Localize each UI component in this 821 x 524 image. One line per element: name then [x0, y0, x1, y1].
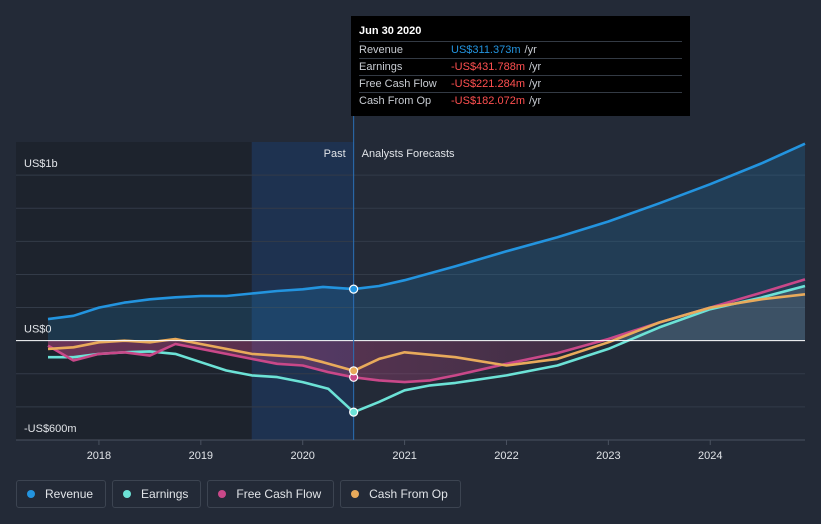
- tooltip: Jun 30 2020 Revenue US$311.373m /yr Earn…: [351, 16, 690, 116]
- x-tick-label: 2022: [494, 450, 518, 462]
- tooltip-unit: /yr: [524, 44, 537, 56]
- tooltip-value: -US$221.284m: [451, 78, 525, 90]
- tooltip-label: Cash From Op: [359, 95, 432, 107]
- x-tick-label: 2019: [189, 450, 213, 462]
- tooltip-label: Free Cash Flow: [359, 78, 437, 90]
- legend-item-free-cash-flow[interactable]: Free Cash Flow: [207, 480, 335, 508]
- y-tick-label: -US$600m: [24, 423, 77, 435]
- forecast-label: Analysts Forecasts: [362, 148, 455, 160]
- legend-dot: [351, 490, 360, 498]
- legend-label: Revenue: [45, 487, 94, 501]
- series-line-free-cash-flow: [47, 278, 806, 384]
- tooltip-date: Jun 30 2020: [359, 25, 422, 37]
- legend-dot: [218, 490, 227, 498]
- legend-label: Earnings: [141, 487, 189, 501]
- tooltip-unit: /yr: [529, 78, 542, 90]
- legend-label: Cash From Op: [369, 487, 448, 501]
- hover-marker-revenue: [349, 284, 359, 294]
- series-line-cash-from-op: [47, 293, 806, 373]
- past-shaded-region: [16, 142, 252, 440]
- hover-marker-cash-from-op: [349, 366, 359, 376]
- x-tick-label: 2024: [698, 450, 722, 462]
- x-tick-label: 2021: [392, 450, 416, 462]
- tooltip-row-revenue: Revenue US$311.373m /yr: [359, 41, 682, 58]
- tooltip-label: Earnings: [359, 61, 403, 73]
- revenue-area: [48, 143, 805, 341]
- tooltip-unit: /yr: [529, 95, 542, 107]
- tooltip-value: US$311.373m: [451, 44, 521, 56]
- hover-marker-earnings: [349, 407, 359, 417]
- x-tick-label: 2020: [290, 450, 314, 462]
- legend-dot: [123, 490, 132, 498]
- legend-label: Free Cash Flow: [236, 487, 322, 501]
- series-line-revenue: [47, 142, 806, 321]
- x-tick-label: 2023: [596, 450, 620, 462]
- legend-item-cash-from-op[interactable]: Cash From Op: [340, 480, 461, 508]
- tooltip-row-cash-from-op: Cash From Op -US$182.072m /yr: [359, 92, 682, 109]
- y-tick-label: US$0: [24, 324, 52, 336]
- tooltip-value: -US$431.788m: [451, 61, 525, 73]
- earnings-positive-area: [48, 286, 805, 341]
- legend: Revenue Earnings Free Cash Flow Cash Fro…: [16, 480, 461, 508]
- tooltip-row-free-cash-flow: Free Cash Flow -US$221.284m /yr: [359, 75, 682, 92]
- x-tick-label: 2018: [87, 450, 111, 462]
- legend-item-earnings[interactable]: Earnings: [112, 480, 202, 508]
- tooltip-value: -US$182.072m: [451, 95, 525, 107]
- tooltip-unit: /yr: [529, 61, 542, 73]
- legend-item-revenue[interactable]: Revenue: [16, 480, 107, 508]
- y-tick-label: US$1b: [24, 158, 58, 170]
- tooltip-row-earnings: Earnings -US$431.788m /yr: [359, 58, 682, 75]
- legend-dot: [27, 490, 35, 498]
- past-label: Past: [324, 148, 346, 160]
- tooltip-label: Revenue: [359, 44, 404, 56]
- series-line-earnings: [48, 284, 806, 414]
